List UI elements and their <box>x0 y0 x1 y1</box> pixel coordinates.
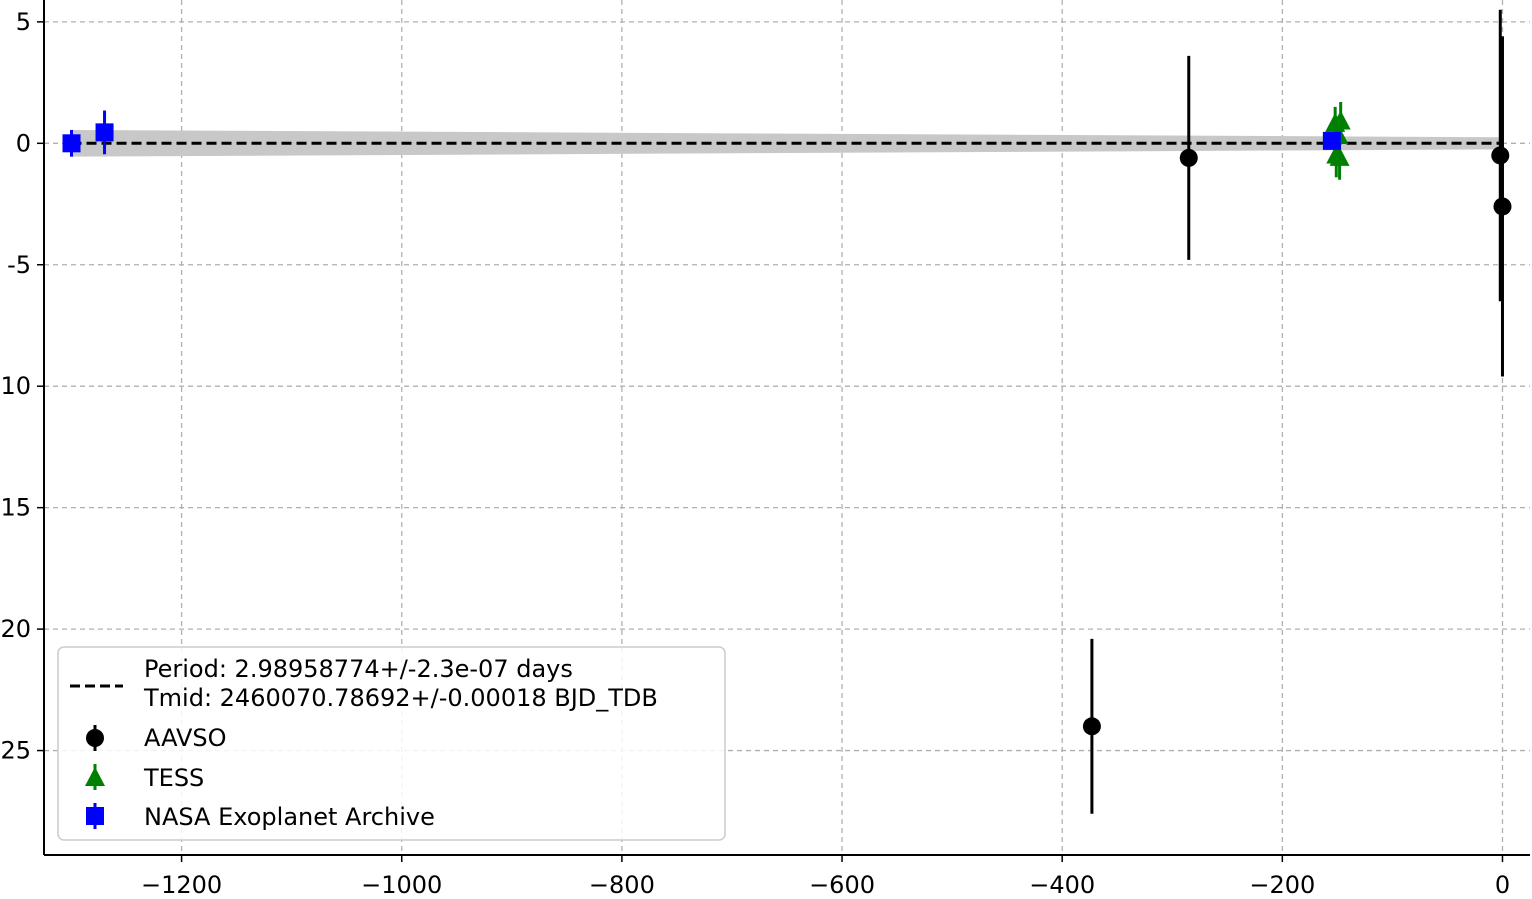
y-tick-label: 0 <box>16 129 31 157</box>
marker-square <box>1322 131 1341 150</box>
legend-nasa-swatch <box>86 803 104 829</box>
x-tick-label: 0 <box>1495 871 1510 899</box>
x-tick-label: −1200 <box>141 871 222 899</box>
x-tick-label: −1000 <box>361 871 442 899</box>
legend-fit-label-line2: Tmid: 2460070.78692+/-0.00018 BJD_TDB <box>143 684 658 712</box>
fit-band <box>71 129 1503 157</box>
y-tick-label: 15 <box>0 494 31 522</box>
data-points <box>62 9 1512 814</box>
series-aavso <box>1082 9 1512 814</box>
legend-aavso-swatch <box>86 725 104 751</box>
x-tick-label: −200 <box>1249 871 1315 899</box>
data-point <box>1491 9 1510 302</box>
y-tick-label: 25 <box>0 737 31 765</box>
legend-fit-label-line1: Period: 2.98958774+/-2.3e-07 days <box>144 655 573 683</box>
y-tick-label: -5 <box>7 251 31 279</box>
legend-aavso-label: AAVSO <box>144 724 227 752</box>
data-point <box>62 129 81 157</box>
marker-triangle <box>1329 146 1350 166</box>
data-point <box>95 110 114 155</box>
x-tick-label: −800 <box>589 871 655 899</box>
marker-circle <box>1082 717 1101 736</box>
legend: Period: 2.98958774+/-2.3e-07 days Tmid: … <box>57 646 726 841</box>
legend-tess-swatch <box>85 764 105 790</box>
fit-uncertainty-band <box>71 129 1503 157</box>
axes <box>37 0 1530 862</box>
y-tick-label: 5 <box>16 8 31 36</box>
x-tick-label: −400 <box>1029 871 1095 899</box>
marker-circle <box>1179 148 1198 167</box>
data-point <box>1493 36 1512 377</box>
x-tick-label: −600 <box>809 871 875 899</box>
y-tick-label: 10 <box>0 372 31 400</box>
marker-square <box>95 123 114 142</box>
legend-box <box>57 646 726 841</box>
tick-labels: −1200 −1000 −800 −600 −400 −200 0 5 0 -5 10 15 20 25 <box>0 8 1510 899</box>
series-nasa-exoplanet-archive <box>62 110 1341 157</box>
marker-circle <box>1491 146 1510 165</box>
data-point <box>1082 638 1101 814</box>
marker-triangle <box>1330 110 1351 130</box>
data-point <box>1322 131 1341 150</box>
marker-circle <box>1493 197 1512 216</box>
y-tick-label: 20 <box>0 615 31 643</box>
data-point <box>1179 55 1198 260</box>
legend-nasa-label: NASA Exoplanet Archive <box>144 803 435 831</box>
legend-tess-label: TESS <box>143 764 204 792</box>
marker-square <box>62 134 81 153</box>
